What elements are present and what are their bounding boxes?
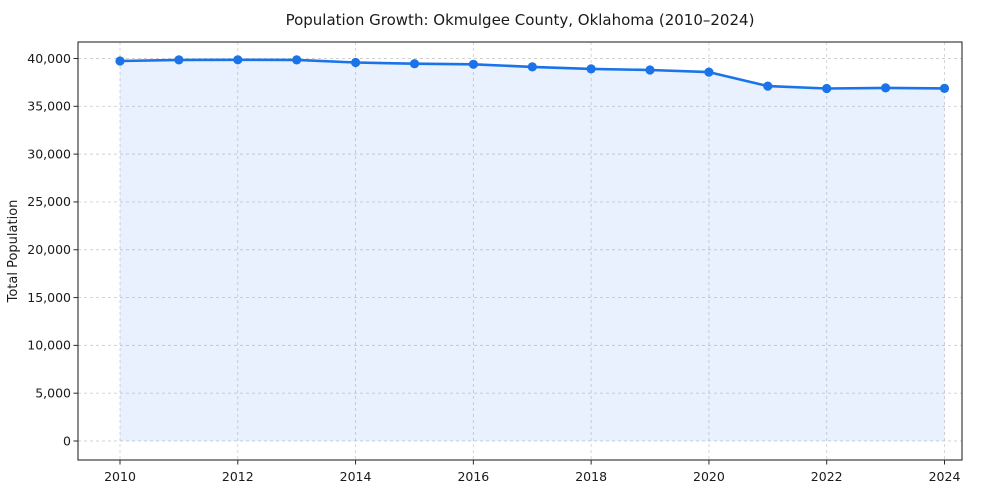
x-tick-label: 2012	[222, 469, 254, 484]
x-tick-label: 2010	[104, 469, 136, 484]
data-point-marker	[881, 83, 891, 93]
x-tick-label: 2024	[929, 469, 961, 484]
area-fill	[120, 59, 945, 442]
axes-layer: 0 5,000 10,000 15,000 20,000 25,000 30,000 35,0…	[27, 41, 963, 484]
y-tick-label: 20,000	[27, 242, 71, 257]
x-tick-label: 2016	[457, 469, 489, 484]
y-tick-label: 10,000	[27, 338, 71, 353]
data-point-marker	[351, 57, 361, 68]
x-tick-label: 2022	[811, 469, 843, 484]
data-point-marker	[763, 81, 773, 91]
plot-border	[77, 41, 963, 461]
x-tick-label: 2018	[575, 469, 607, 484]
data-point-marker	[822, 83, 832, 94]
chart-title: Population Growth: Okmulgee County, Okla…	[286, 11, 755, 29]
data-point-marker	[939, 83, 950, 93]
data-point-marker	[233, 55, 243, 65]
series-layer	[115, 55, 950, 442]
y-tick-label: 15,000	[27, 290, 71, 305]
data-point-marker	[292, 55, 302, 65]
y-tick-label: 25,000	[27, 194, 71, 209]
data-point-marker	[704, 67, 714, 77]
x-tick-label: 2020	[693, 469, 725, 484]
data-point-marker	[174, 55, 184, 65]
data-point-marker	[586, 64, 596, 74]
data-point-marker	[409, 59, 420, 69]
data-point-marker	[527, 62, 537, 72]
x-tick-label: 2014	[340, 469, 372, 484]
y-tick-label: 35,000	[27, 99, 71, 114]
data-point-marker	[115, 56, 125, 66]
y-axis-label: Total Population	[6, 200, 21, 304]
y-tick-label: 5,000	[35, 385, 71, 400]
data-point-marker	[645, 65, 655, 75]
data-point-marker	[468, 59, 478, 69]
y-tick-label: 0	[63, 433, 71, 448]
grid-layer	[78, 42, 962, 460]
y-tick-label: 30,000	[27, 146, 71, 161]
y-tick-label: 40,000	[27, 51, 71, 66]
